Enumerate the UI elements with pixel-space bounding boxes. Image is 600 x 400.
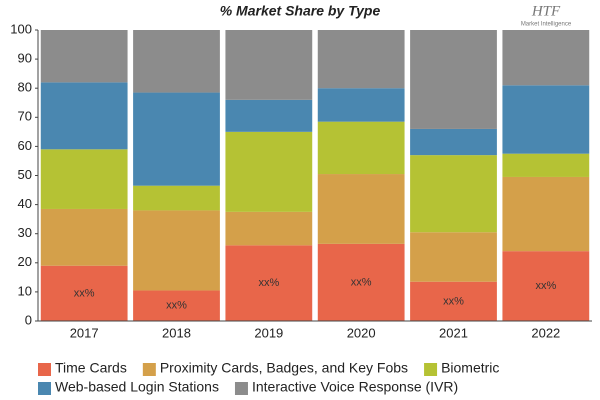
bar-segment [410, 30, 497, 129]
bar-segment [502, 85, 590, 154]
bar-segment [133, 92, 220, 186]
bar-segment [410, 128, 497, 156]
bar-segment [225, 99, 313, 132]
bar-segment [502, 251, 590, 321]
y-tick-label: 40 [18, 196, 32, 211]
bar-segment [40, 265, 128, 321]
annotation: xx% [443, 295, 464, 307]
y-tick-label: 50 [18, 167, 32, 182]
x-tick-label: 2022 [531, 325, 560, 340]
bar-segment [410, 232, 497, 282]
bar-segment [317, 174, 405, 244]
annotation: xx% [535, 280, 556, 292]
bar-segment [410, 281, 497, 321]
annotation: xx% [351, 276, 372, 288]
y-tick-label: 100 [10, 21, 32, 36]
x-tick-label: 2017 [70, 325, 99, 340]
bar-segment [410, 155, 497, 233]
chart-title: % Market Share by Type [220, 3, 381, 19]
x-tick-label: 2018 [162, 325, 191, 340]
bar-segment [133, 210, 220, 291]
annotation: xx% [166, 300, 187, 312]
annotation: xx% [258, 277, 279, 289]
legend-swatch [424, 363, 438, 376]
bar-segment [317, 88, 405, 122]
bar-segment [317, 30, 405, 89]
bar-segment [502, 176, 590, 252]
bar-segment [40, 149, 128, 209]
legend-swatch [38, 363, 51, 376]
legend-swatch [142, 363, 156, 376]
y-tick-label: 90 [18, 51, 32, 66]
y-tick-label: 10 [18, 283, 32, 298]
legend-swatch [234, 382, 248, 395]
y-tick-label: 80 [18, 80, 32, 95]
logo: HTF [531, 3, 561, 19]
bar-segment [502, 153, 590, 177]
y-tick-label: 0 [25, 312, 32, 327]
x-tick-label: 2020 [347, 325, 376, 340]
bar-segment [225, 245, 313, 321]
bar-segment [40, 208, 128, 266]
bar-segment [317, 121, 405, 175]
legend-label: Interactive Voice Response (IVR) [252, 379, 458, 395]
y-tick-label: 20 [18, 254, 32, 269]
y-tick-label: 70 [18, 109, 32, 124]
bar-segment [40, 82, 128, 150]
legend-label: Time Cards [55, 360, 127, 376]
y-tick-label: 30 [18, 225, 32, 240]
bar-segment [133, 185, 220, 211]
legend-label: Biometric [441, 360, 499, 376]
bar-segment [133, 30, 220, 93]
bar-segment [317, 243, 405, 321]
logo-subtext: Market Intelligence [521, 22, 572, 28]
bar-segment [133, 290, 220, 321]
x-tick-label: 2021 [439, 325, 468, 340]
bar-segment [225, 211, 313, 246]
y-tick-label: 60 [18, 138, 32, 153]
bar-segment [40, 30, 128, 83]
bar-segment [225, 131, 313, 212]
bar-segment [502, 30, 590, 86]
x-tick-label: 2019 [254, 325, 283, 340]
legend-swatch [38, 382, 51, 395]
legend-label: Web-based Login Stations [55, 379, 219, 395]
annotation: xx% [74, 287, 95, 299]
legend-label: Proximity Cards, Badges, and Key Fobs [160, 360, 408, 376]
bar-segment [225, 30, 313, 100]
